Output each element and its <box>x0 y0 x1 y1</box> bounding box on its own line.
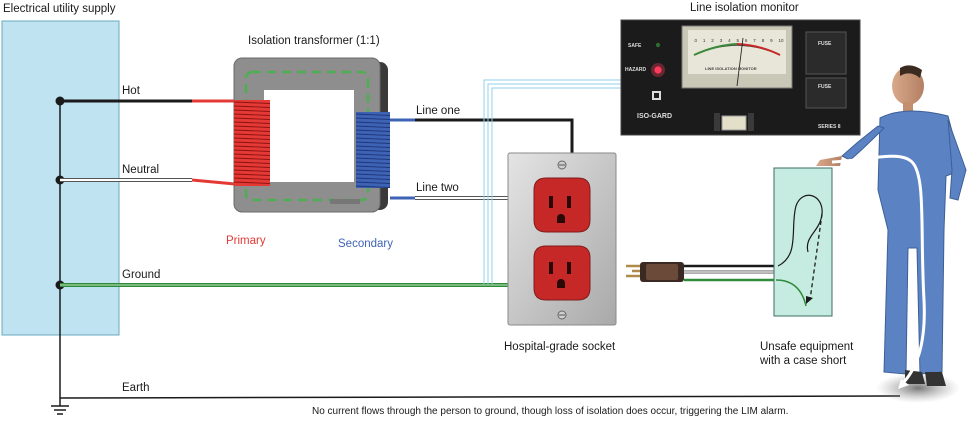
socket-label: Hospital-grade socket <box>504 341 616 353</box>
monitor-label: Line isolation monitor <box>690 2 799 14</box>
ground-label: Ground <box>122 269 160 281</box>
coil-turn <box>233 145 271 148</box>
coil-turn <box>233 165 271 168</box>
line-isolation-monitor: SAFE HAZARD ISO-GARD LINE ISOLATION MONI… <box>620 19 861 136</box>
coil-turn <box>355 177 391 180</box>
coil-turn <box>233 149 271 152</box>
coil-turn <box>233 133 271 136</box>
meter-scale-number: 7 <box>753 38 756 43</box>
hospital-grade-socket <box>507 152 617 326</box>
diagram-caption: No current flows through the person to g… <box>312 406 788 417</box>
coil-turn <box>233 117 271 120</box>
coil-turn <box>233 177 271 180</box>
coil-turn <box>355 157 391 160</box>
svg-text:SERIES 8: SERIES 8 <box>818 124 841 130</box>
primary-label: Primary <box>226 235 266 247</box>
svg-text:ISO-GARD: ISO-GARD <box>637 113 672 120</box>
coil-turn <box>355 137 391 140</box>
coil-turn <box>355 117 391 120</box>
equipment-label-line2: with a case short <box>759 355 847 367</box>
coil-turn <box>355 141 391 144</box>
coil-turn <box>233 125 271 128</box>
coil-turn <box>355 129 391 132</box>
svg-text:LINE ISOLATION MONITOR: LINE ISOLATION MONITOR <box>705 66 757 71</box>
earth-label: Earth <box>122 382 150 394</box>
coil-turn <box>233 109 271 112</box>
coil-turn <box>355 165 391 168</box>
line-two-label: Line two <box>416 182 459 194</box>
coil-turn <box>233 169 271 172</box>
coil-turn <box>233 113 271 116</box>
coil-turn <box>233 181 271 184</box>
isolation-transformer <box>233 57 391 213</box>
meter-scale-number: 4 <box>728 38 731 43</box>
socket-outlet-bottom <box>533 245 591 301</box>
equipment-plug <box>626 262 684 282</box>
coil-turn <box>233 137 271 140</box>
coil-turn <box>233 153 271 156</box>
meter-scale-number: 10 <box>779 38 785 43</box>
coil-turn <box>355 181 391 184</box>
coil-turn <box>355 161 391 164</box>
coil-turn <box>355 185 391 188</box>
meter-scale-number: 6 <box>745 38 748 43</box>
neutral-label: Neutral <box>122 164 159 176</box>
current-path-through-body <box>831 154 926 386</box>
svg-text:FUSE: FUSE <box>818 41 832 47</box>
monitor-sense-leads <box>483 79 622 284</box>
utility-supply-label: Electrical utility supply <box>3 3 116 15</box>
coil-turn <box>233 141 271 144</box>
svg-text:HAZARD: HAZARD <box>625 67 646 73</box>
earth-ground-symbol <box>51 398 69 415</box>
svg-text:SAFE: SAFE <box>628 43 642 49</box>
coil-turn <box>233 161 271 164</box>
coil-turn <box>355 169 391 172</box>
primary-coil-windings <box>233 101 271 184</box>
meter-scale-number: 1 <box>703 38 706 43</box>
coil-turn <box>355 153 391 156</box>
meter-scale-number: 0 <box>695 38 698 43</box>
person-touching-equipment <box>816 65 967 403</box>
coil-turn <box>233 173 271 176</box>
coil-turn <box>233 105 271 108</box>
coil-turn <box>355 149 391 152</box>
meter-scale-number: 3 <box>720 38 723 43</box>
coil-turn <box>233 101 271 104</box>
transformer-label: Isolation transformer (1:1) <box>248 35 380 47</box>
meter-scale: 0 1 2 3 4 5 6 7 8 9 10 <box>695 38 785 43</box>
coil-turn <box>233 129 271 132</box>
hazard-alarm-light <box>654 66 662 74</box>
coil-turn <box>233 121 271 124</box>
secondary-label: Secondary <box>338 238 393 250</box>
coil-turn <box>355 113 391 116</box>
earth-wire <box>59 395 901 399</box>
isolation-meter: LINE ISOLATION MONITOR <box>681 25 793 89</box>
coil-turn <box>355 133 391 136</box>
coil-turn <box>355 121 391 124</box>
coil-turn <box>355 173 391 176</box>
unsafe-equipment-case <box>773 167 833 317</box>
meter-scale-number: 9 <box>770 38 773 43</box>
meter-scale-number: 2 <box>711 38 714 43</box>
coil-turn <box>355 125 391 128</box>
secondary-coil-windings <box>355 113 391 188</box>
coil-turn <box>233 157 271 160</box>
meter-scale-number: 8 <box>762 38 765 43</box>
hot-label: Hot <box>122 85 141 97</box>
equipment-power-cord <box>684 264 776 282</box>
svg-text:FUSE: FUSE <box>818 84 832 90</box>
fault-current-arrow <box>809 213 823 301</box>
meter-scale-number: 5 <box>737 38 740 43</box>
socket-outlet-top <box>533 177 591 233</box>
line-one-label: Line one <box>416 105 460 117</box>
coil-turn <box>355 145 391 148</box>
equipment-label-line1: Unsafe equipment <box>760 341 854 353</box>
